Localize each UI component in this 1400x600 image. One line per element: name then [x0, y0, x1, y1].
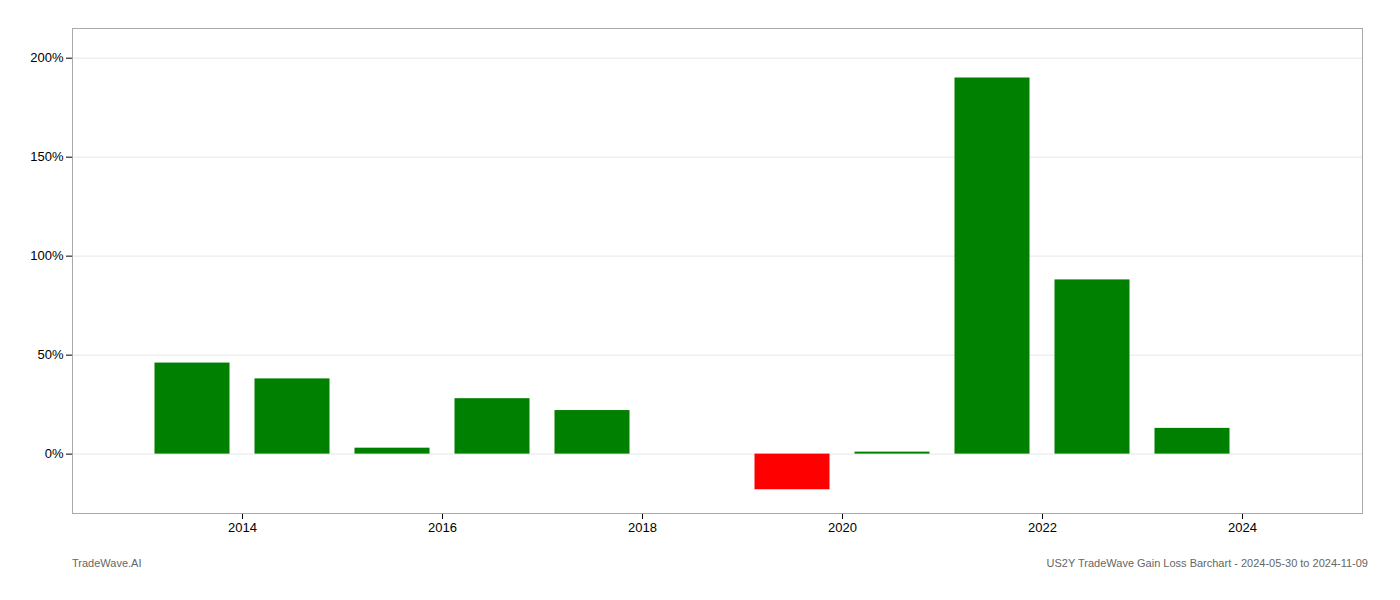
html-text:US2Y TradeWave Gain Loss Barch: US2Y TradeWave Gain Loss Barchart - 2024…	[1046, 557, 1368, 569]
svg-text:200%: 200%	[30, 50, 64, 65]
svg-text:2016: 2016	[428, 520, 457, 535]
svg-text:50%: 50%	[37, 347, 63, 362]
svg-text:2022: 2022	[1028, 520, 1057, 535]
svg-text:2020: 2020	[828, 520, 857, 535]
svg-text:2014: 2014	[228, 520, 257, 535]
svg-text:2018: 2018	[628, 520, 657, 535]
svg-text:100%: 100%	[30, 248, 64, 263]
svg-text:150%: 150%	[30, 149, 64, 164]
svg-text:0%: 0%	[45, 446, 64, 461]
html-text:TradeWave.AI: TradeWave.AI	[72, 557, 142, 569]
svg-text:2024: 2024	[1228, 520, 1257, 535]
